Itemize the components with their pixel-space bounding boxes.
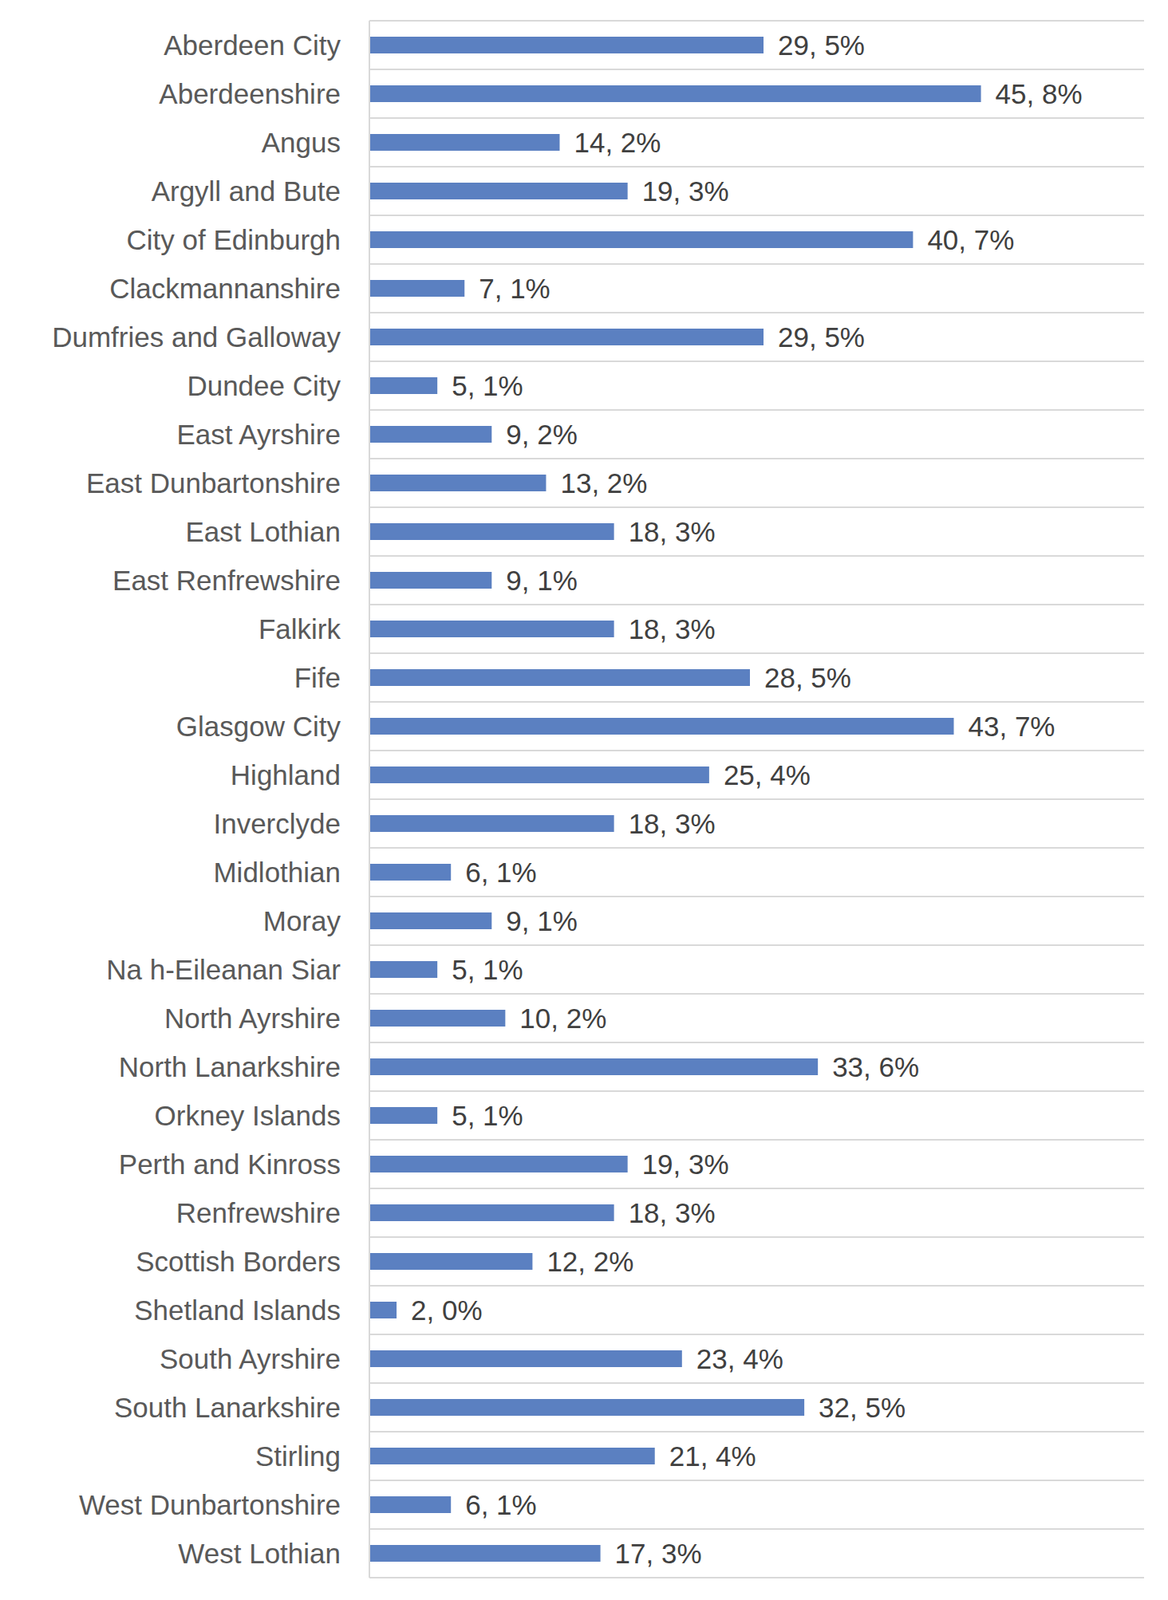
svg-text:18, 3%: 18, 3%: [628, 1197, 716, 1229]
svg-text:28, 5%: 28, 5%: [764, 662, 852, 694]
svg-text:Moray: Moray: [263, 905, 342, 937]
svg-text:Dundee City: Dundee City: [186, 370, 341, 402]
svg-text:18, 3%: 18, 3%: [628, 808, 716, 840]
svg-text:23, 4%: 23, 4%: [696, 1343, 784, 1375]
svg-text:18, 3%: 18, 3%: [628, 613, 716, 645]
svg-text:13, 2%: 13, 2%: [560, 467, 648, 499]
svg-text:Angus: Angus: [261, 126, 341, 158]
svg-text:5, 1%: 5, 1%: [451, 1100, 524, 1132]
svg-text:21, 4%: 21, 4%: [669, 1440, 757, 1472]
svg-text:Aberdeen City: Aberdeen City: [163, 29, 341, 61]
svg-text:Perth and Kinross: Perth and Kinross: [118, 1148, 341, 1180]
svg-text:29, 5%: 29, 5%: [777, 29, 865, 61]
svg-text:West Lothian: West Lothian: [177, 1538, 341, 1570]
svg-text:East Renfrewshire: East Renfrewshire: [112, 564, 341, 596]
svg-text:East Dunbartonshire: East Dunbartonshire: [86, 467, 341, 499]
svg-text:Highland: Highland: [230, 759, 341, 791]
svg-text:5, 1%: 5, 1%: [451, 954, 524, 986]
svg-text:Falkirk: Falkirk: [258, 613, 342, 645]
svg-text:South Ayrshire: South Ayrshire: [159, 1343, 341, 1375]
svg-text:6, 1%: 6, 1%: [465, 856, 537, 888]
svg-text:29, 5%: 29, 5%: [777, 321, 865, 353]
svg-text:Aberdeenshire: Aberdeenshire: [158, 78, 341, 110]
svg-text:19, 3%: 19, 3%: [642, 175, 730, 207]
svg-text:17, 3%: 17, 3%: [615, 1538, 703, 1570]
svg-text:Midlothian: Midlothian: [213, 856, 341, 888]
svg-text:Dumfries and Galloway: Dumfries and Galloway: [51, 321, 341, 353]
svg-text:40, 7%: 40, 7%: [927, 224, 1015, 256]
svg-text:12, 2%: 12, 2%: [546, 1246, 634, 1278]
svg-text:14, 2%: 14, 2%: [573, 126, 661, 158]
svg-text:19, 3%: 19, 3%: [642, 1148, 730, 1180]
svg-text:Fife: Fife: [294, 662, 341, 694]
svg-text:6, 1%: 6, 1%: [465, 1489, 537, 1521]
svg-text:45, 8%: 45, 8%: [995, 78, 1083, 110]
svg-text:25, 4%: 25, 4%: [723, 759, 811, 791]
svg-text:7, 1%: 7, 1%: [478, 272, 551, 304]
svg-text:South Lanarkshire: South Lanarkshire: [114, 1392, 341, 1424]
svg-text:18, 3%: 18, 3%: [628, 516, 716, 548]
svg-text:East Ayrshire: East Ayrshire: [176, 418, 341, 450]
svg-text:Shetland Islands: Shetland Islands: [134, 1294, 341, 1326]
svg-text:Renfrewshire: Renfrewshire: [176, 1197, 341, 1229]
svg-text:43, 7%: 43, 7%: [968, 710, 1056, 742]
svg-text:North Ayrshire: North Ayrshire: [164, 1002, 341, 1034]
svg-text:10, 2%: 10, 2%: [519, 1002, 607, 1034]
svg-text:Inverclyde: Inverclyde: [213, 808, 341, 840]
svg-text:Orkney Islands: Orkney Islands: [154, 1100, 341, 1132]
svg-text:Glasgow City: Glasgow City: [176, 710, 342, 742]
svg-text:Stirling: Stirling: [255, 1440, 341, 1472]
svg-text:City of Edinburgh: City of Edinburgh: [126, 224, 341, 256]
svg-text:5, 1%: 5, 1%: [451, 370, 524, 402]
svg-text:9, 1%: 9, 1%: [505, 564, 578, 596]
svg-text:Argyll and Bute: Argyll and Bute: [151, 175, 341, 207]
svg-text:West Dunbartonshire: West Dunbartonshire: [78, 1489, 341, 1521]
svg-text:Clackmannanshire: Clackmannanshire: [109, 272, 341, 304]
svg-text:32, 5%: 32, 5%: [818, 1392, 906, 1424]
svg-text:Scottish Borders: Scottish Borders: [135, 1246, 341, 1278]
svg-text:Na h-Eileanan Siar: Na h-Eileanan Siar: [106, 954, 341, 986]
svg-text:33, 6%: 33, 6%: [832, 1051, 920, 1083]
svg-text:East Lothian: East Lothian: [185, 516, 341, 548]
svg-text:North Lanarkshire: North Lanarkshire: [118, 1051, 341, 1083]
svg-text:9, 1%: 9, 1%: [505, 905, 578, 937]
svg-text:9, 2%: 9, 2%: [505, 418, 578, 450]
svg-text:2, 0%: 2, 0%: [410, 1294, 483, 1326]
